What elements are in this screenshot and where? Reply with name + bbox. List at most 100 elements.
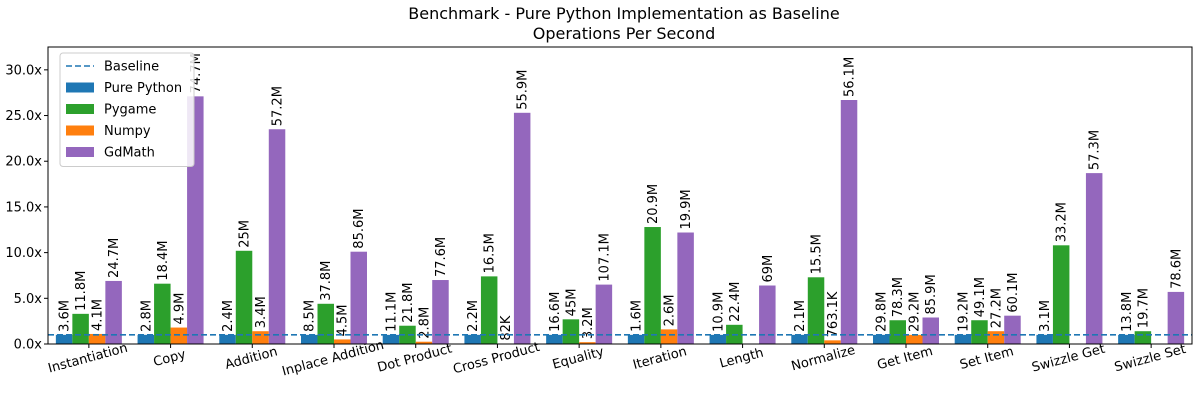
data-label: 1.6M <box>630 300 645 332</box>
data-label: 11.1M <box>384 292 399 332</box>
x-tick-label: Length <box>718 346 765 372</box>
data-label: 77.6M <box>434 237 449 277</box>
bar <box>546 335 563 344</box>
data-label: 19.7M <box>1136 288 1151 328</box>
data-label: 69M <box>761 255 776 283</box>
x-tick-label: Iteration <box>631 344 688 373</box>
y-tick-label: 15.0x <box>5 200 42 215</box>
data-label: 13.8M <box>1120 292 1135 332</box>
bar <box>72 314 89 344</box>
data-label: 85.9M <box>924 274 939 314</box>
bar <box>873 335 890 344</box>
data-label: 78.3M <box>891 277 906 317</box>
bar <box>1168 292 1185 344</box>
data-label: 19.9M <box>679 189 694 229</box>
chart-subtitle: Operations Per Second <box>533 24 716 43</box>
bar <box>171 328 188 344</box>
y-tick-label: 0.0x <box>14 338 43 353</box>
bar <box>269 129 286 344</box>
data-label: 3.6M <box>58 300 73 332</box>
bar <box>252 331 268 344</box>
bar <box>906 335 923 344</box>
bar <box>988 331 1005 344</box>
data-label: 49.1M <box>973 277 988 317</box>
data-label: 78.6M <box>1169 249 1184 289</box>
data-label: 2.6M <box>663 294 678 326</box>
x-tick-label: Swizzle Get <box>1030 342 1106 376</box>
data-label: 16.6M <box>548 292 563 332</box>
x-tick-label: Dot Product <box>376 341 454 375</box>
data-label: 33.2M <box>1055 202 1070 242</box>
data-label: 25M <box>238 220 253 248</box>
bar <box>563 319 580 344</box>
data-label: 4.9M <box>172 293 187 325</box>
data-label: 8.5M <box>303 300 318 332</box>
data-label: 763.1K <box>826 291 841 337</box>
x-tick-label: Instantiation <box>47 341 130 377</box>
data-label: 60.1M <box>1006 272 1021 312</box>
legend-label: Numpy <box>104 124 151 139</box>
data-label: 15.5M <box>810 234 825 274</box>
bar <box>824 340 841 344</box>
bar <box>1135 331 1152 344</box>
x-tick-label: Normalize <box>790 343 857 374</box>
bar <box>138 335 155 344</box>
data-label: 11.8M <box>74 271 89 311</box>
bar <box>677 233 694 344</box>
data-label: 22.4M <box>728 282 743 322</box>
data-label: 19.2M <box>956 292 971 332</box>
bar <box>56 335 73 344</box>
data-label: 2.8M <box>417 307 432 339</box>
bar <box>464 335 481 344</box>
y-tick-label: 25.0x <box>5 109 42 124</box>
bar <box>219 335 236 344</box>
y-tick-label: 30.0x <box>5 63 42 78</box>
x-tick-label: Copy <box>152 347 188 370</box>
bar <box>661 329 678 344</box>
bar <box>1118 335 1135 344</box>
data-label: 3.4M <box>254 296 269 328</box>
data-label: 82K <box>499 315 514 341</box>
data-label: 4.5M <box>336 305 351 337</box>
legend-swatch <box>66 147 94 157</box>
bar <box>514 113 531 344</box>
bar <box>923 317 940 344</box>
data-label: 2.2M <box>466 300 481 332</box>
x-tick-label: Swizzle Set <box>1113 342 1188 375</box>
data-label: 16.5M <box>483 233 498 273</box>
bar <box>318 304 335 344</box>
bar <box>1004 316 1021 344</box>
bar <box>890 320 907 344</box>
bar <box>971 320 988 344</box>
bar <box>808 277 825 344</box>
data-label: 56.1M <box>843 57 858 97</box>
data-label: 2.4M <box>221 300 236 332</box>
bar <box>791 335 808 344</box>
bar <box>1086 173 1103 344</box>
data-label: 18.4M <box>156 241 171 281</box>
legend-swatch <box>66 126 94 136</box>
data-label: 27.2M <box>989 288 1004 328</box>
data-label: 45M <box>564 289 579 317</box>
bar <box>334 339 351 344</box>
x-tick-label: Addition <box>224 344 280 372</box>
data-label: 37.8M <box>319 261 334 301</box>
data-label: 29.8M <box>875 292 890 332</box>
data-label: 107.1M <box>597 233 612 281</box>
legend-label: GdMath <box>104 146 155 161</box>
legend-label: Pygame <box>104 103 156 118</box>
bar <box>644 227 661 344</box>
data-label: 4.1M <box>91 299 106 331</box>
data-label: 57.2M <box>271 86 286 126</box>
bar <box>710 335 727 344</box>
legend-swatch <box>66 83 94 93</box>
data-label: 55.9M <box>516 70 531 110</box>
y-tick-label: 20.0x <box>5 155 42 170</box>
x-tick-label: Cross Product <box>452 340 542 378</box>
data-label: 20.9M <box>646 184 661 224</box>
bar <box>236 251 253 344</box>
x-tick-label: Get Item <box>876 344 935 373</box>
data-label: 2.8M <box>139 300 154 332</box>
legend-swatch <box>66 104 94 114</box>
